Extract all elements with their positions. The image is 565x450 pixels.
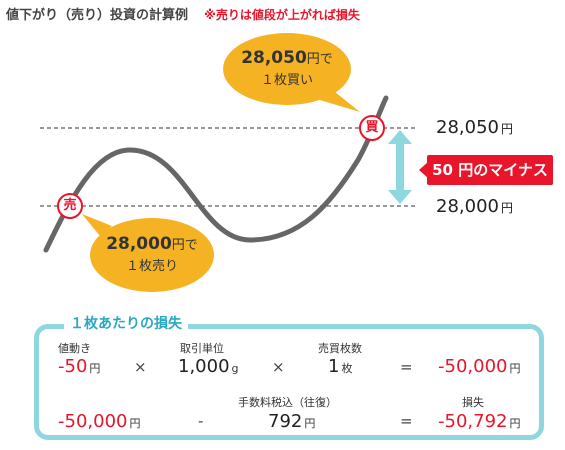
high-price-label: 28,050 円 (436, 117, 513, 138)
fee-header: 手数料税込（往復） (238, 396, 337, 409)
page-title: 値下がり（売り）投資の計算例 (6, 8, 189, 23)
header: 値下がり（売り）投資の計算例 ※売りは値段が上がれば損失 (6, 4, 360, 23)
trade-unit-header: 取引単位 (180, 342, 224, 355)
price-change-header: 値動き (58, 342, 91, 355)
loss-unit: 円 (509, 417, 521, 430)
lots-value: 1 (328, 356, 340, 377)
difference-arrow (388, 130, 412, 204)
minus-label: 50 円のマイナス (427, 155, 553, 185)
sell-unit: 円で (171, 238, 198, 253)
fee-unit: 円 (304, 417, 316, 430)
sell-bubble-text: 28,000円で １枚売り (90, 234, 214, 277)
fee-value: 792 (268, 411, 303, 432)
buy-bubble-text: 28,050円で １枚買い (223, 48, 351, 91)
calculation-box (34, 324, 544, 440)
trade-unit-unit: g (231, 362, 239, 375)
sell-action: １枚売り (125, 259, 178, 274)
loss-value: -50,792 (438, 411, 508, 432)
lots-header: 売買枚数 (318, 342, 362, 355)
equals-operator-2: = (400, 412, 413, 430)
subtotal-unit: 円 (509, 362, 521, 375)
subtotal-cell: -50,000 円 (438, 356, 520, 377)
trade-unit-cell: 1,000 g (178, 356, 239, 377)
price-change-value: -50 (58, 356, 88, 377)
loss-header: 損失 (462, 396, 484, 409)
subtotal-carry-value: -50,000 (58, 411, 128, 432)
high-price-value: 28,050 (436, 117, 499, 138)
subtotal-value: -50,000 (438, 356, 508, 377)
fee-cell: 792 円 (268, 411, 315, 432)
minus-pointer (419, 162, 428, 178)
price-change-cell: -50 円 (58, 356, 100, 377)
multiply-operator-1: × (134, 358, 147, 376)
buy-action: １枚買い (260, 73, 313, 88)
buy-marker-label: 買 (365, 120, 379, 135)
sell-bubble (82, 214, 214, 292)
loss-cell: -50,792 円 (438, 411, 520, 432)
price-change-unit: 円 (89, 362, 101, 375)
buy-marker-icon (359, 115, 385, 141)
buy-bubble (223, 33, 360, 112)
minus-operator: - (198, 412, 204, 430)
subtotal-carry-cell: -50,000 円 (58, 411, 140, 432)
low-price-unit: 円 (500, 201, 513, 215)
low-price-value: 28,000 (436, 196, 499, 217)
calculation-title: １枚あたりの損失 (64, 313, 188, 333)
buy-unit: 円で (306, 52, 333, 67)
subtotal-carry-unit: 円 (129, 417, 141, 430)
price-curve (43, 95, 389, 253)
low-price-label: 28,000 円 (436, 196, 513, 217)
price-diagram (40, 33, 428, 292)
equals-operator-1: = (400, 358, 413, 376)
sell-price: 28,000 (106, 234, 172, 254)
high-price-unit: 円 (500, 122, 513, 136)
sell-marker-label: 売 (63, 198, 77, 213)
multiply-operator-2: × (272, 358, 285, 376)
loss-note: ※売りは値段が上がれば損失 (204, 8, 360, 22)
buy-price: 28,050 (241, 48, 307, 68)
trade-unit-value: 1,000 (178, 356, 230, 377)
sell-marker-icon (57, 193, 83, 219)
lots-unit: 枚 (341, 362, 353, 375)
